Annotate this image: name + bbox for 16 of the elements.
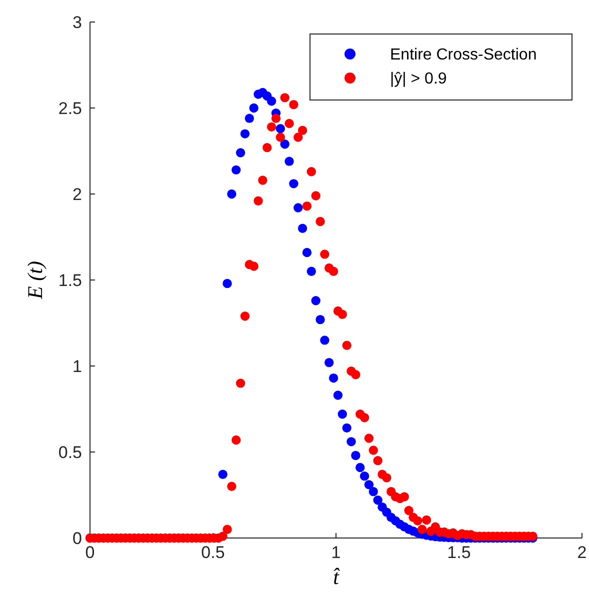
y-tick-label: 0.5 (58, 442, 82, 462)
y-axis-title: E (t) (23, 261, 47, 300)
y-tick-label: 1.5 (58, 270, 82, 290)
x-tick-label: 0.5 (201, 543, 225, 562)
x-axis-title: t̂ (332, 565, 340, 589)
x-tick-label: 2 (577, 543, 587, 562)
x-tick-label: 1.5 (447, 543, 471, 562)
x-tick-label: 0 (85, 543, 95, 562)
x-tick-label: 1 (331, 543, 341, 562)
y-tick-label: 1 (72, 356, 82, 376)
y-tick-label: 3 (72, 12, 82, 32)
y-tick-label: 2 (72, 184, 82, 204)
y-tick-label: 0 (72, 528, 82, 548)
y-tick-label: 2.5 (58, 98, 82, 118)
legend-label: |ŷ| > 0.9 (390, 70, 447, 88)
legend-label: Entire Cross-Section (390, 46, 537, 64)
